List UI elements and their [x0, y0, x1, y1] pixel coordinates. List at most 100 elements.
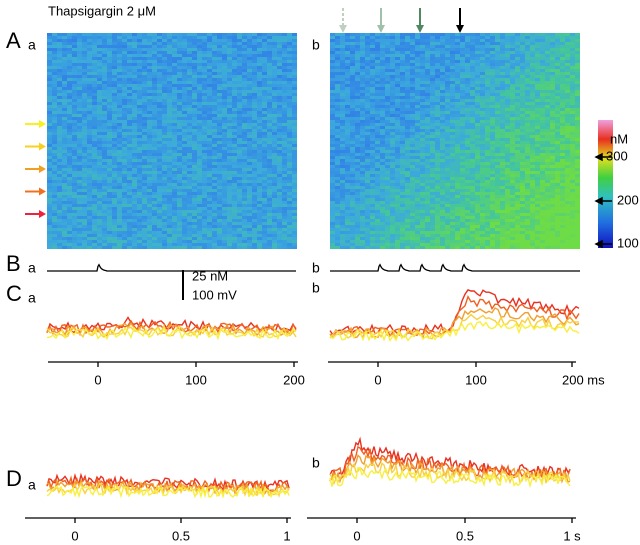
- heat-cell: [187, 120, 192, 123]
- heat-cell: [77, 78, 82, 81]
- heat-cell: [77, 210, 82, 213]
- heat-cell: [247, 234, 252, 237]
- heat-cell: [187, 111, 192, 114]
- heat-cell: [182, 228, 187, 231]
- heat-cell: [525, 72, 530, 75]
- heat-cell: [257, 120, 262, 123]
- heat-cell: [137, 240, 142, 243]
- heat-cell: [102, 177, 107, 180]
- heat-cell: [400, 90, 405, 93]
- heat-cell: [575, 60, 580, 63]
- heat-cell: [67, 54, 72, 57]
- heat-cell: [242, 72, 247, 75]
- heat-cell: [227, 51, 232, 54]
- heat-cell: [132, 222, 137, 225]
- heat-cell: [117, 186, 122, 189]
- heat-cell: [132, 93, 137, 96]
- heat-cell: [117, 147, 122, 150]
- heat-cell: [212, 36, 217, 39]
- heat-cell: [262, 99, 267, 102]
- heat-cell: [545, 81, 550, 84]
- heat-cell: [292, 60, 297, 63]
- heat-cell: [247, 66, 252, 69]
- heat-cell: [177, 123, 182, 126]
- heat-cell: [262, 219, 267, 222]
- heat-cell: [182, 225, 187, 228]
- heat-cell: [282, 96, 287, 99]
- heat-cell: [535, 111, 540, 114]
- heat-cell: [112, 114, 117, 117]
- heat-cell: [292, 141, 297, 144]
- heat-cell: [157, 33, 162, 36]
- heat-cell: [57, 114, 62, 117]
- heat-cell: [147, 48, 152, 51]
- heat-cell: [222, 87, 227, 90]
- heat-cell: [177, 48, 182, 51]
- heat-cell: [112, 138, 117, 141]
- heat-cell: [282, 159, 287, 162]
- heat-cell: [127, 105, 132, 108]
- heat-cell: [72, 198, 77, 201]
- heat-cell: [292, 159, 297, 162]
- heat-cell: [222, 159, 227, 162]
- heat-cell: [192, 96, 197, 99]
- heat-cell: [102, 141, 107, 144]
- heat-cell: [107, 168, 112, 171]
- heat-cell: [152, 234, 157, 237]
- heat-cell: [335, 78, 340, 81]
- heat-cell: [187, 231, 192, 234]
- heat-cell: [277, 102, 282, 105]
- heat-cell: [262, 198, 267, 201]
- heat-cell: [425, 72, 430, 75]
- heat-cell: [335, 60, 340, 63]
- heat-cell: [212, 144, 217, 147]
- heat-cell: [410, 66, 415, 69]
- heat-cell: [72, 240, 77, 243]
- heat-cell: [490, 87, 495, 90]
- heat-cell: [127, 78, 132, 81]
- heat-cell: [142, 111, 147, 114]
- heat-cell: [570, 78, 575, 81]
- heat-cell: [272, 225, 277, 228]
- heat-cell: [455, 75, 460, 78]
- heat-cell: [425, 75, 430, 78]
- heat-cell: [62, 141, 67, 144]
- heat-cell: [122, 216, 127, 219]
- heat-cell: [47, 243, 52, 246]
- heat-cell: [282, 153, 287, 156]
- heat-cell: [287, 186, 292, 189]
- heat-cell: [555, 93, 560, 96]
- heat-cell: [122, 105, 127, 108]
- heat-cell: [237, 213, 242, 216]
- heat-cell: [460, 93, 465, 96]
- heat-cell: [47, 150, 52, 153]
- heat-cell: [292, 129, 297, 132]
- heat-cell: [450, 90, 455, 93]
- heat-cell: [157, 45, 162, 48]
- heat-cell: [202, 63, 207, 66]
- heat-cell: [540, 78, 545, 81]
- heat-cell: [257, 168, 262, 171]
- heat-cell: [490, 90, 495, 93]
- heat-cell: [152, 135, 157, 138]
- heat-cell: [545, 99, 550, 102]
- heat-cell: [410, 84, 415, 87]
- heat-cell: [465, 72, 470, 75]
- heat-cell: [390, 87, 395, 90]
- heat-cell: [247, 213, 252, 216]
- heat-cell: [570, 51, 575, 54]
- heat-cell: [242, 186, 247, 189]
- heat-cell: [57, 141, 62, 144]
- heat-cell: [97, 150, 102, 153]
- heat-cell: [465, 51, 470, 54]
- heat-cell: [460, 60, 465, 63]
- heat-cell: [570, 36, 575, 39]
- heat-cell: [385, 66, 390, 69]
- heat-cell: [460, 63, 465, 66]
- heat-cell: [257, 195, 262, 198]
- heat-cell: [117, 204, 122, 207]
- heat-cell: [52, 102, 57, 105]
- heat-cell: [485, 39, 490, 42]
- heat-cell: [52, 198, 57, 201]
